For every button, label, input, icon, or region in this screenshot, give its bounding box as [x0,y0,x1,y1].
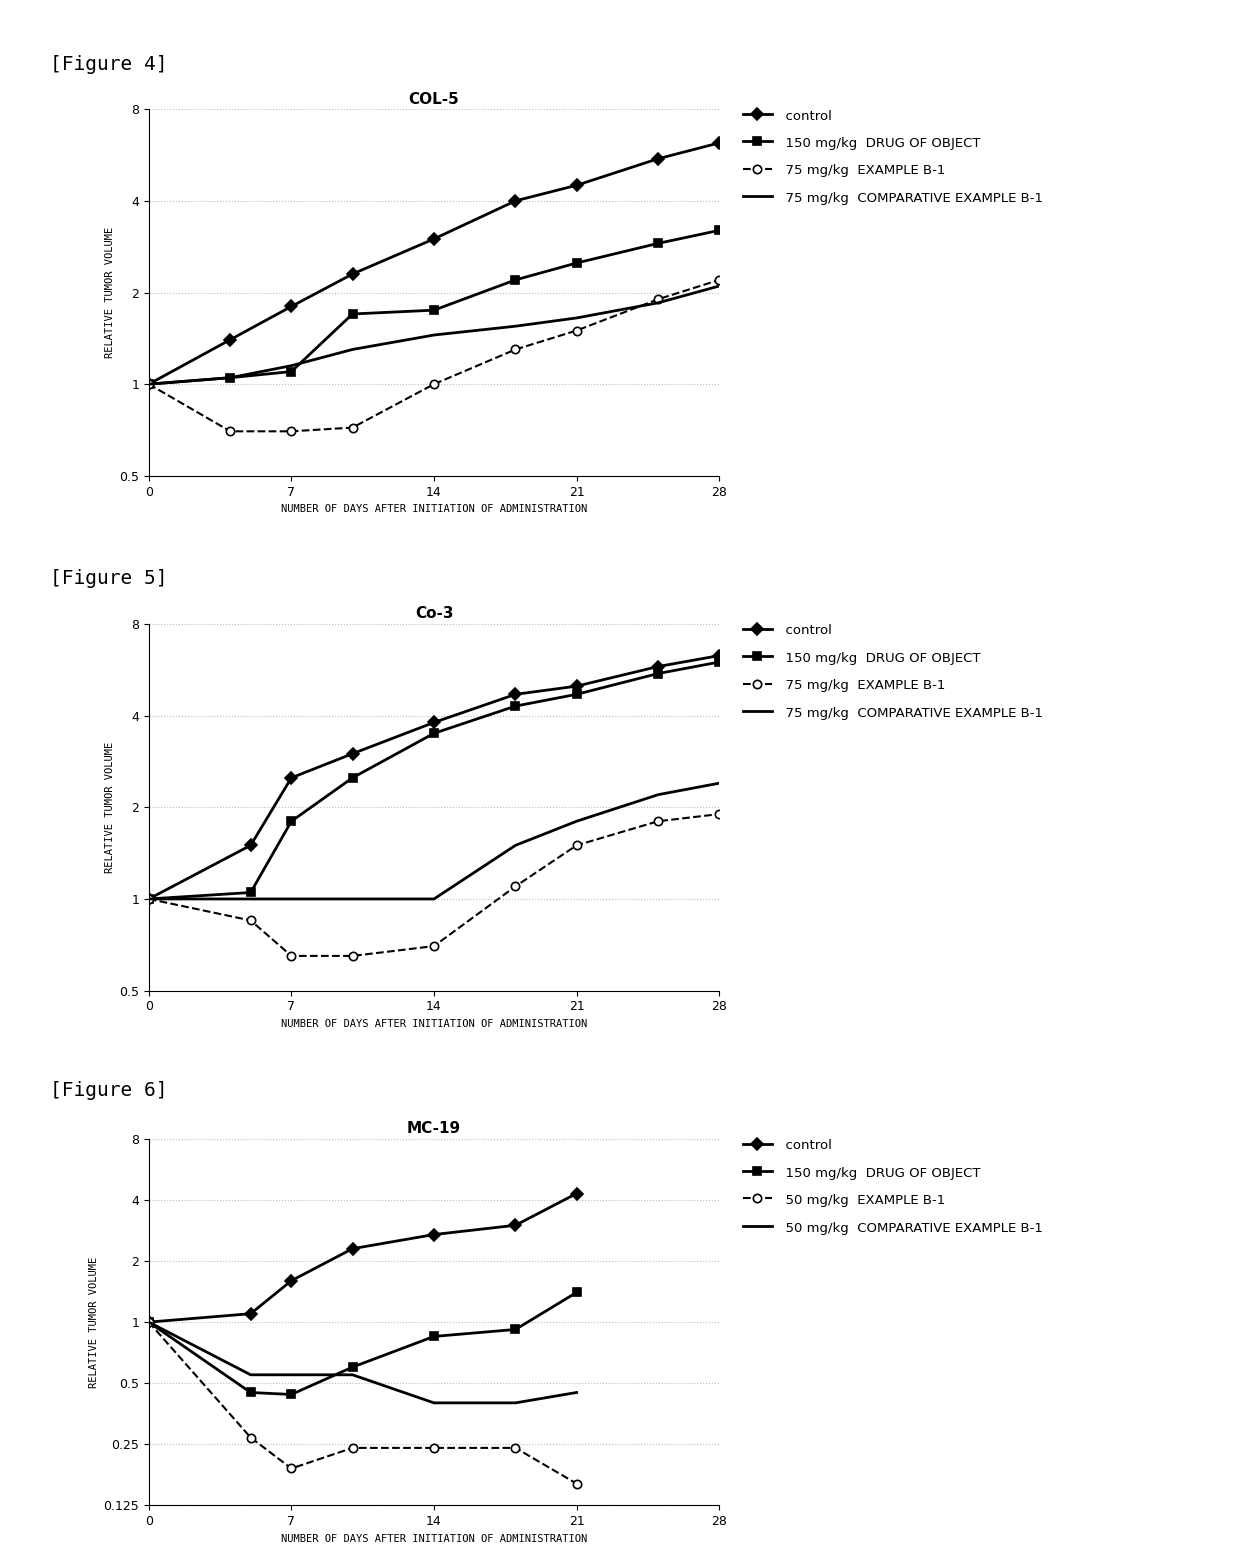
Text: [Figure 5]: [Figure 5] [50,569,167,588]
Title: COL-5: COL-5 [409,92,459,106]
Y-axis label: RELATIVE TUMOR VOLUME: RELATIVE TUMOR VOLUME [89,1256,99,1388]
X-axis label: NUMBER OF DAYS AFTER INITIATION OF ADMINISTRATION: NUMBER OF DAYS AFTER INITIATION OF ADMIN… [281,1019,587,1030]
Y-axis label: RELATIVE TUMOR VOLUME: RELATIVE TUMOR VOLUME [105,226,115,359]
Text: [Figure 6]: [Figure 6] [50,1081,167,1100]
Text: [Figure 4]: [Figure 4] [50,55,167,73]
Title: MC-19: MC-19 [407,1122,461,1136]
Legend:   control,   150 mg/kg  DRUG OF OBJECT,   75 mg/kg  EXAMPLE B-1,   75 mg/kg  COM: control, 150 mg/kg DRUG OF OBJECT, 75 mg… [743,624,1043,719]
Y-axis label: RELATIVE TUMOR VOLUME: RELATIVE TUMOR VOLUME [105,741,115,874]
Title: Co-3: Co-3 [414,607,454,621]
X-axis label: NUMBER OF DAYS AFTER INITIATION OF ADMINISTRATION: NUMBER OF DAYS AFTER INITIATION OF ADMIN… [281,504,587,515]
X-axis label: NUMBER OF DAYS AFTER INITIATION OF ADMINISTRATION: NUMBER OF DAYS AFTER INITIATION OF ADMIN… [281,1533,587,1544]
Legend:   control,   150 mg/kg  DRUG OF OBJECT,   50 mg/kg  EXAMPLE B-1,   50 mg/kg  COM: control, 150 mg/kg DRUG OF OBJECT, 50 mg… [743,1139,1043,1234]
Legend:   control,   150 mg/kg  DRUG OF OBJECT,   75 mg/kg  EXAMPLE B-1,   75 mg/kg  COM: control, 150 mg/kg DRUG OF OBJECT, 75 mg… [743,109,1043,204]
